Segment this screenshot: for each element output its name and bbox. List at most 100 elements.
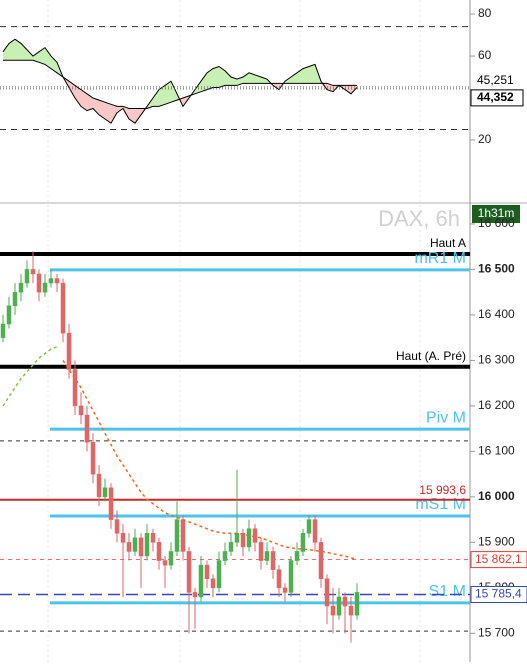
candle-body (174, 519, 180, 552)
y-tick-label: 16 600 (478, 216, 515, 230)
candle-body (246, 528, 252, 548)
cloud (309, 64, 315, 84)
level-label: Haut (A. Pré) (396, 349, 466, 363)
cloud (81, 89, 87, 111)
marker-box (470, 89, 524, 107)
candle-body (72, 369, 78, 407)
candle-body (0, 323, 6, 338)
price-box (470, 585, 527, 603)
cloud (45, 47, 51, 69)
candle-body (318, 542, 324, 580)
candle-body (234, 533, 240, 543)
candle-body (276, 569, 282, 589)
candle-body (24, 269, 30, 284)
cloud (195, 81, 201, 94)
osc-line (3, 59, 357, 109)
candle-body (354, 592, 360, 616)
cloud (75, 85, 81, 107)
candle-body (240, 533, 246, 548)
candle-body (222, 551, 228, 561)
cloud (345, 85, 351, 94)
cloud (303, 66, 309, 84)
y-tick-label: 16 100 (478, 444, 515, 458)
candle-body (198, 564, 204, 598)
y-tick-label: 16 300 (478, 353, 515, 367)
candle-body (138, 537, 144, 557)
candle-body (342, 596, 348, 607)
candle-body (6, 305, 12, 325)
cloud (87, 93, 93, 111)
candle-body (36, 273, 42, 293)
candle-body (42, 282, 48, 293)
candle-body (252, 528, 258, 543)
candle-body (150, 533, 156, 543)
candle-body (114, 519, 120, 534)
candle-body (216, 560, 222, 589)
cloud (21, 43, 27, 61)
candle-body (108, 487, 114, 520)
cloud (27, 49, 33, 61)
cloud (33, 51, 39, 63)
y-tick-label: 16 400 (478, 307, 515, 321)
cloud (135, 108, 141, 124)
candle-body (120, 533, 126, 543)
cloud (93, 98, 99, 115)
candle-body (294, 551, 300, 561)
badge-bg (472, 205, 520, 223)
cloud (9, 39, 15, 61)
candle-body (264, 551, 270, 561)
y-tick-label: 16 000 (478, 489, 515, 503)
candle-body (60, 282, 66, 334)
cloud (291, 72, 297, 84)
level-label: Piv M (426, 409, 466, 426)
cloud (207, 68, 213, 90)
candle-body (258, 542, 264, 561)
cloud (105, 102, 111, 124)
price-label: 15 993,6 (419, 483, 466, 497)
candle-body (30, 269, 36, 275)
cloud (153, 89, 159, 107)
candle-body (192, 592, 198, 598)
watermark: DAX, 6h (378, 206, 460, 231)
level-label: S1 M (429, 583, 466, 600)
candle-body (66, 332, 72, 370)
cloud (243, 72, 249, 84)
cloud (261, 77, 267, 84)
candle-body (96, 473, 102, 498)
candle-body (312, 519, 318, 543)
cloud (69, 81, 75, 99)
y-tick-label: 60 (478, 48, 492, 62)
candle-body (204, 564, 210, 580)
y-tick-label: 20 (478, 132, 492, 146)
candle-body (330, 605, 336, 616)
price-box (470, 551, 527, 569)
y-tick-label: 15 900 (478, 535, 515, 549)
candle-body (288, 560, 294, 593)
cloud (225, 70, 231, 86)
cloud (51, 56, 57, 73)
cloud (201, 72, 207, 92)
osc-line (2, 38, 358, 124)
cloud (111, 104, 117, 124)
candle-body (54, 278, 60, 284)
candle-body (156, 542, 162, 561)
candle-body (348, 605, 354, 616)
candle-body (12, 291, 18, 307)
price-label: 15 785,4 (475, 587, 522, 601)
candle-body (324, 578, 330, 607)
cloud (39, 47, 45, 65)
candle-body (168, 551, 174, 566)
level-label: mS1 M (415, 496, 466, 513)
cloud (219, 66, 225, 88)
candle-body (18, 282, 24, 293)
cloud (213, 66, 219, 88)
timer-badge: 1h31m (478, 206, 515, 220)
grid (47, 0, 421, 662)
candle-body (270, 551, 276, 570)
y-tick-label: 80 (478, 6, 492, 20)
candle-body (210, 578, 216, 589)
candle-body (186, 551, 192, 593)
candle-body (48, 278, 54, 284)
candle-body (282, 587, 288, 593)
